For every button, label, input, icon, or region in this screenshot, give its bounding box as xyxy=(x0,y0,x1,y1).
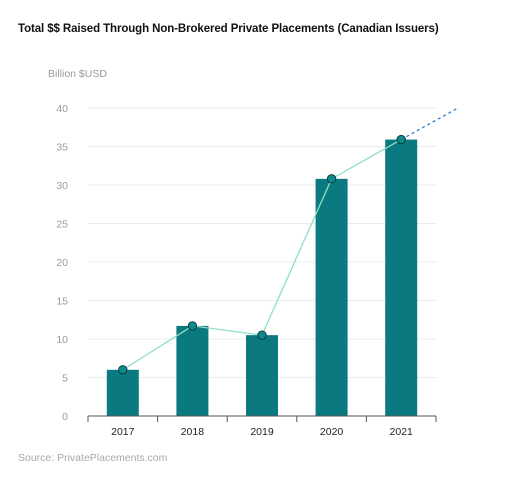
x-tick-label: 2018 xyxy=(181,426,205,438)
bar-2019 xyxy=(246,335,278,416)
y-axis-unit-label: Billion $USD xyxy=(48,68,107,80)
chart-title: Total $$ Raised Through Non-Brokered Pri… xyxy=(18,23,439,35)
y-tick-label: 5 xyxy=(62,373,68,385)
y-tick-label: 25 xyxy=(56,219,68,231)
y-tick-label: 10 xyxy=(56,334,68,346)
trend-point-2021 xyxy=(396,134,406,145)
bar-2021 xyxy=(385,139,418,416)
trend-point-2020 xyxy=(326,174,337,184)
bars xyxy=(106,139,418,416)
x-tick-label: 2017 xyxy=(111,426,135,438)
trend-point-2019 xyxy=(257,330,267,340)
x-tick-label: 2020 xyxy=(320,426,344,438)
y-tick-label: 15 xyxy=(56,296,68,308)
gridlines xyxy=(88,107,436,378)
trend-point-2017 xyxy=(118,365,128,375)
source-note: Source: PrivatePlacements.com xyxy=(18,452,168,464)
bar-2020 xyxy=(315,178,348,416)
projection-dashed-line xyxy=(400,107,459,141)
y-tick-label: 35 xyxy=(56,142,68,154)
bar-2017 xyxy=(106,369,139,416)
y-axis-ticks: 0 5 10 15 20 25 30 35 40 xyxy=(56,103,68,423)
x-tick-label: 2021 xyxy=(390,426,414,438)
y-tick-label: 0 xyxy=(62,411,68,423)
x-axis-ticks: 2017 2018 2019 2020 2021 xyxy=(111,426,413,438)
bar-2018 xyxy=(176,325,209,416)
y-tick-label: 40 xyxy=(56,103,68,115)
trend-line xyxy=(118,107,459,375)
y-tick-label: 20 xyxy=(56,257,68,269)
x-axis xyxy=(87,415,437,422)
x-tick-label: 2019 xyxy=(250,426,274,438)
trend-point-2018 xyxy=(187,321,198,331)
y-tick-label: 30 xyxy=(56,180,68,192)
